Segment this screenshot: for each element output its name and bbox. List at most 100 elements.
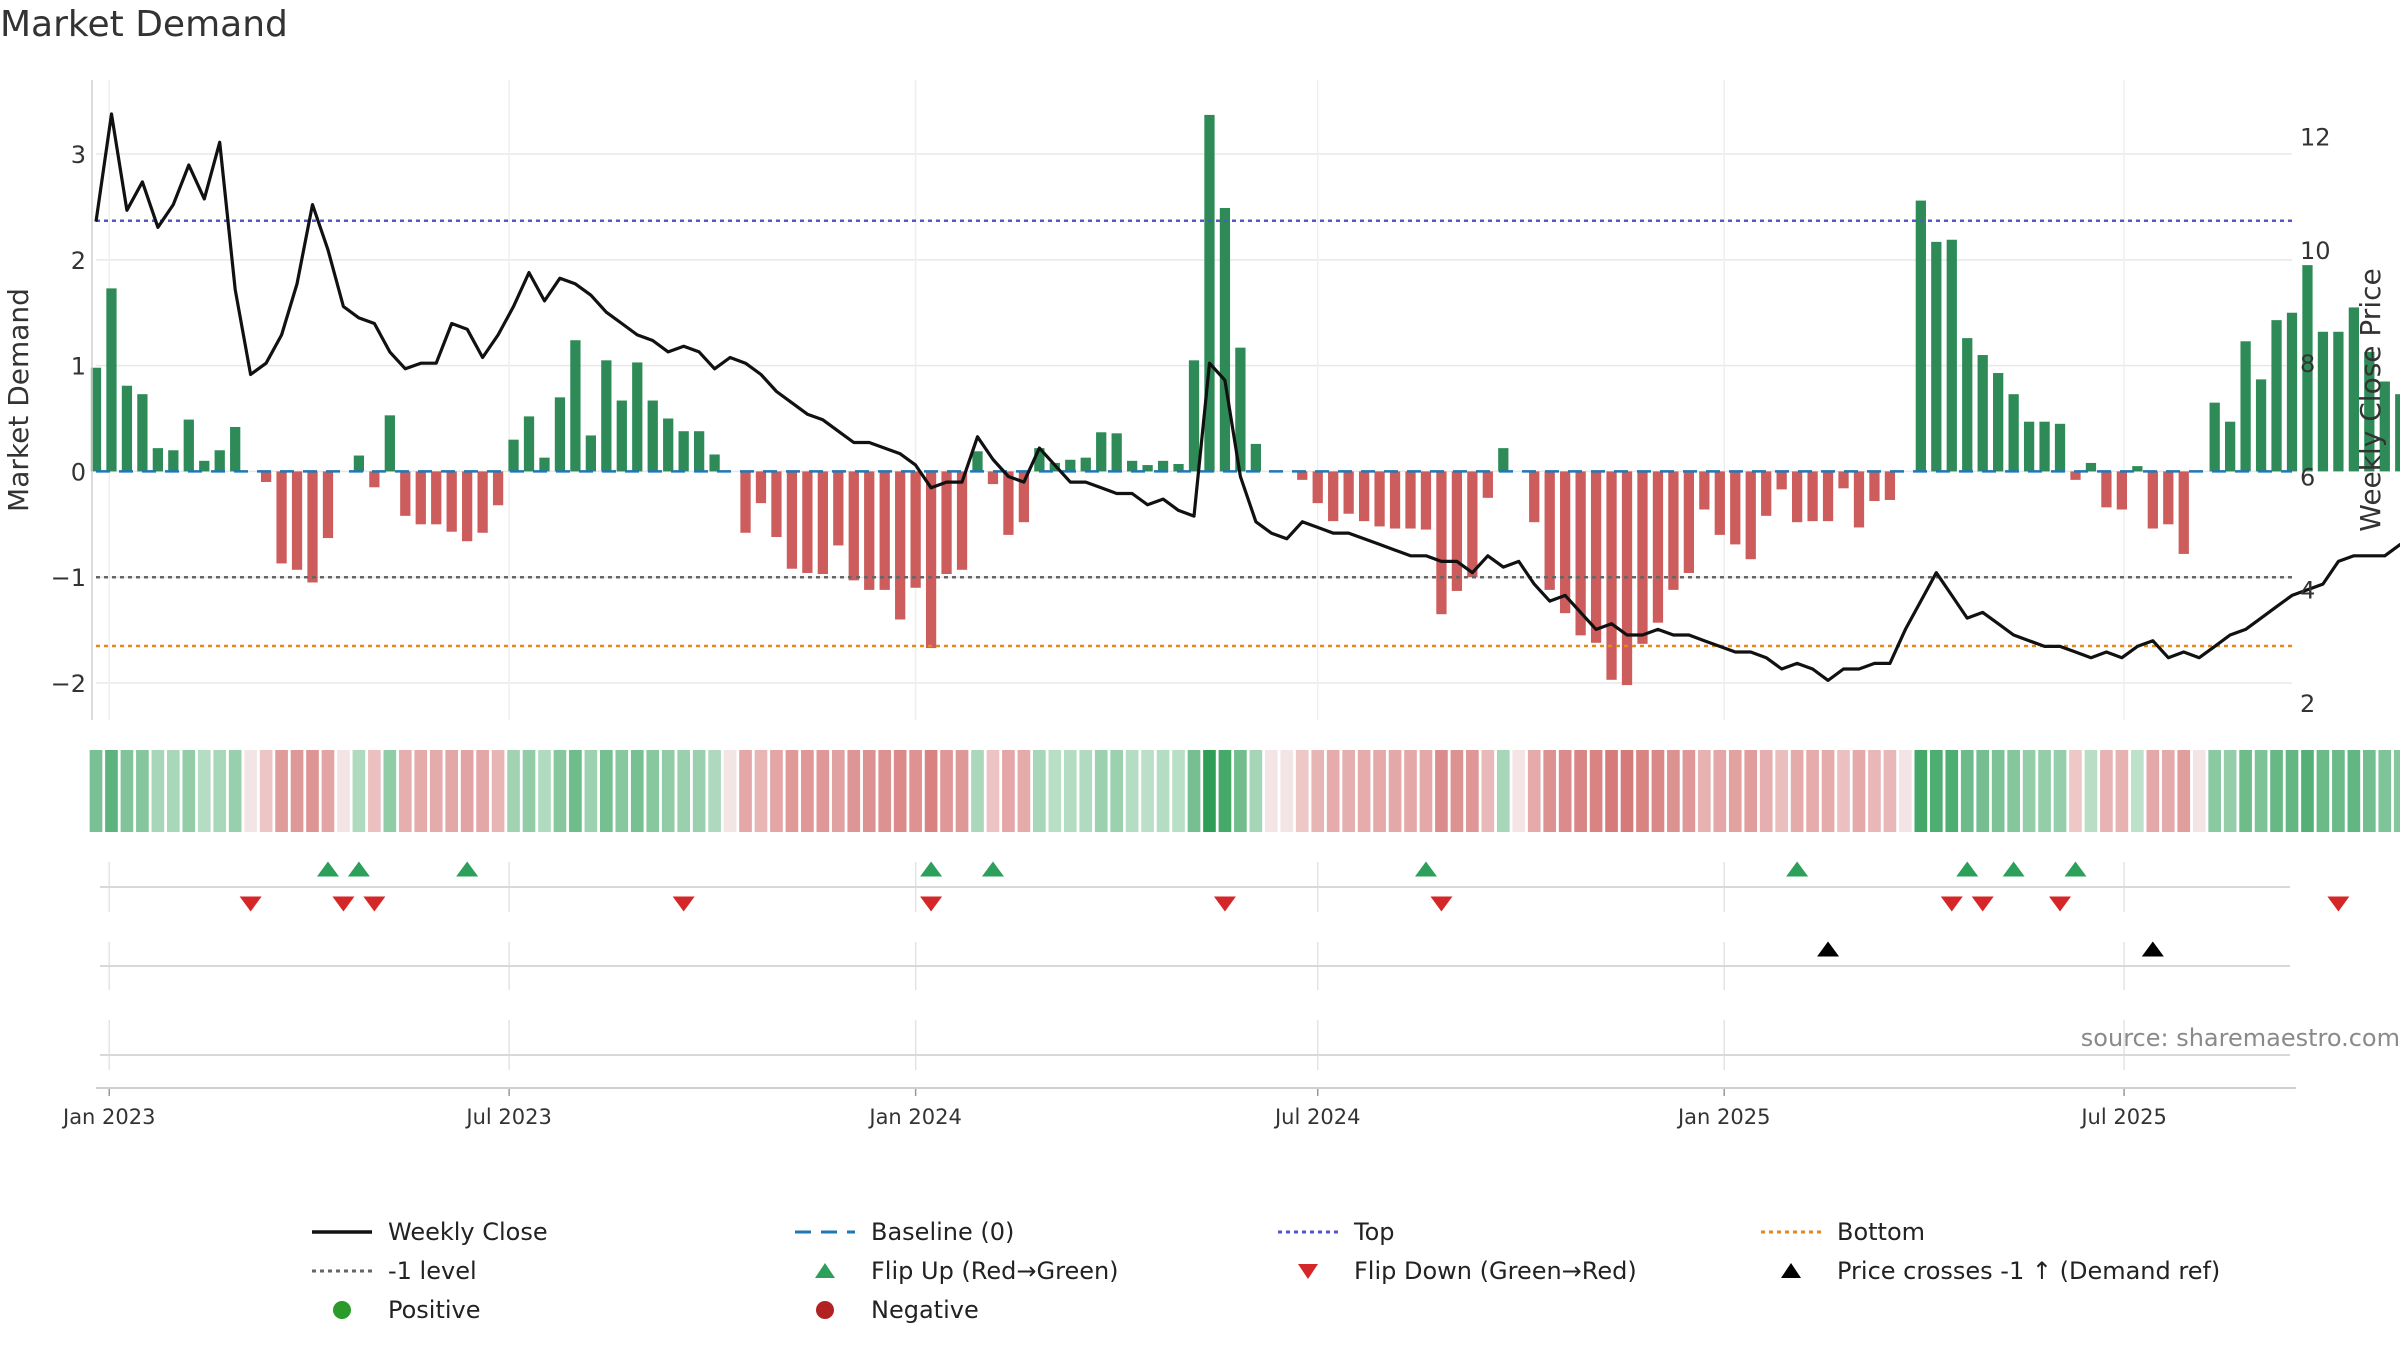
demand-bar	[755, 471, 767, 504]
heat-cell	[1234, 750, 1247, 832]
demand-bar	[1018, 471, 1030, 523]
heat-cell	[2161, 750, 2175, 832]
heat-cell	[1790, 750, 1804, 832]
heat-cell	[940, 750, 953, 832]
demand-bar	[1498, 448, 1509, 472]
heat-cell	[1033, 750, 1046, 832]
ytick-right-label: 4	[2300, 577, 2315, 605]
dotted-line-icon	[312, 1269, 372, 1272]
heat-cell	[1125, 750, 1139, 832]
demand-bar	[539, 457, 550, 472]
heat-cell	[1218, 750, 1232, 832]
legend-label: Negative	[871, 1295, 979, 1324]
heat-cell	[615, 750, 629, 832]
heat-cell	[847, 750, 861, 832]
legend-row: Weekly Close Baseline (0) Top Bottom	[310, 1212, 2250, 1251]
demand-bar	[384, 415, 395, 472]
demand-bar	[260, 471, 272, 482]
heat-cell	[1357, 750, 1371, 832]
demand-bar	[353, 455, 365, 472]
heat-cell	[151, 750, 165, 832]
heat-cell	[1311, 750, 1325, 832]
heat-cell	[414, 750, 428, 832]
demand-bar	[1699, 471, 1710, 510]
heat-cell	[275, 750, 288, 832]
heat-cell	[1110, 750, 1124, 832]
heat-cell	[708, 750, 721, 832]
ytick-left-label: 3	[71, 141, 86, 169]
demand-bar	[879, 471, 890, 590]
legend-item: Top	[1276, 1218, 1759, 1246]
heat-cell	[2347, 750, 2361, 832]
heat-cell	[1976, 750, 1990, 832]
legend-label: Flip Up (Red→Green)	[871, 1256, 1119, 1285]
demand-bar	[1776, 471, 1787, 490]
demand-bar	[1791, 471, 1803, 523]
dashed-line-icon	[795, 1230, 855, 1233]
heat-cell	[986, 750, 1000, 832]
flip-up-marker	[2064, 861, 2087, 877]
demand-bar	[570, 340, 581, 472]
heat-cell	[1775, 750, 1788, 832]
demand-bar	[1544, 471, 1555, 590]
heat-cell	[831, 750, 845, 832]
demand-bar	[554, 397, 566, 472]
demand-bar	[2116, 471, 2128, 510]
heat-cell	[1141, 750, 1154, 832]
demand-bar	[168, 450, 179, 472]
heat-cell	[1899, 750, 1912, 832]
heat-cell	[801, 750, 814, 832]
demand-bar	[1838, 471, 1849, 489]
demand-bar	[1962, 338, 1973, 472]
heat-cell	[352, 750, 366, 832]
xtick-label: Jul 2024	[1273, 1105, 1360, 1129]
heat-cell	[136, 750, 149, 832]
heat-cell	[600, 750, 613, 832]
flip-down-marker	[672, 896, 695, 912]
demand-bar	[956, 471, 968, 570]
demand-bar	[1312, 471, 1323, 504]
demand-bar	[1529, 471, 1540, 523]
heat-cell	[630, 750, 644, 832]
demand-bar	[1822, 471, 1834, 522]
demand-bar	[291, 471, 303, 570]
demand-bar	[925, 471, 937, 649]
demand-bar	[2240, 341, 2251, 472]
demand-bar	[1482, 471, 1493, 498]
heat-cell	[2131, 750, 2144, 832]
heat-cell	[1759, 750, 1773, 832]
heat-cell	[1063, 750, 1077, 832]
heat-cell	[584, 750, 598, 832]
heat-cell	[909, 750, 922, 832]
legend-label: Flip Down (Green→Red)	[1354, 1256, 1637, 1285]
flip-down-marker	[920, 896, 943, 912]
legend-label: Top	[1354, 1217, 1395, 1246]
flip-down-marker	[239, 896, 262, 912]
demand-bar	[1436, 471, 1447, 615]
demand-bar	[523, 416, 535, 472]
heat-cell	[1466, 750, 1479, 832]
heat-cell	[1156, 750, 1170, 832]
legend-label: -1 level	[388, 1256, 477, 1285]
heat-cell	[785, 750, 799, 832]
circle-icon	[816, 1300, 834, 1319]
heat-cell	[2254, 750, 2268, 832]
heat-cell	[1651, 750, 1665, 832]
flip-down-marker	[2327, 896, 2350, 912]
demand-bar	[2271, 320, 2282, 472]
demand-bars	[90, 114, 2400, 686]
dotted-line-icon	[1278, 1230, 1338, 1233]
heat-cell	[2223, 750, 2237, 832]
demand-bar	[632, 362, 643, 472]
demand-bar	[137, 394, 148, 472]
heat-cell	[2239, 750, 2252, 832]
flip-up-marker	[316, 861, 339, 877]
legend-label: Weekly Close	[388, 1217, 548, 1246]
heat-cell	[166, 750, 180, 832]
demand-bar	[2348, 307, 2359, 472]
demand-bar	[2085, 462, 2097, 472]
heat-cell	[1589, 750, 1603, 832]
demand-bar	[1807, 471, 1818, 522]
demand-bar	[446, 471, 457, 532]
